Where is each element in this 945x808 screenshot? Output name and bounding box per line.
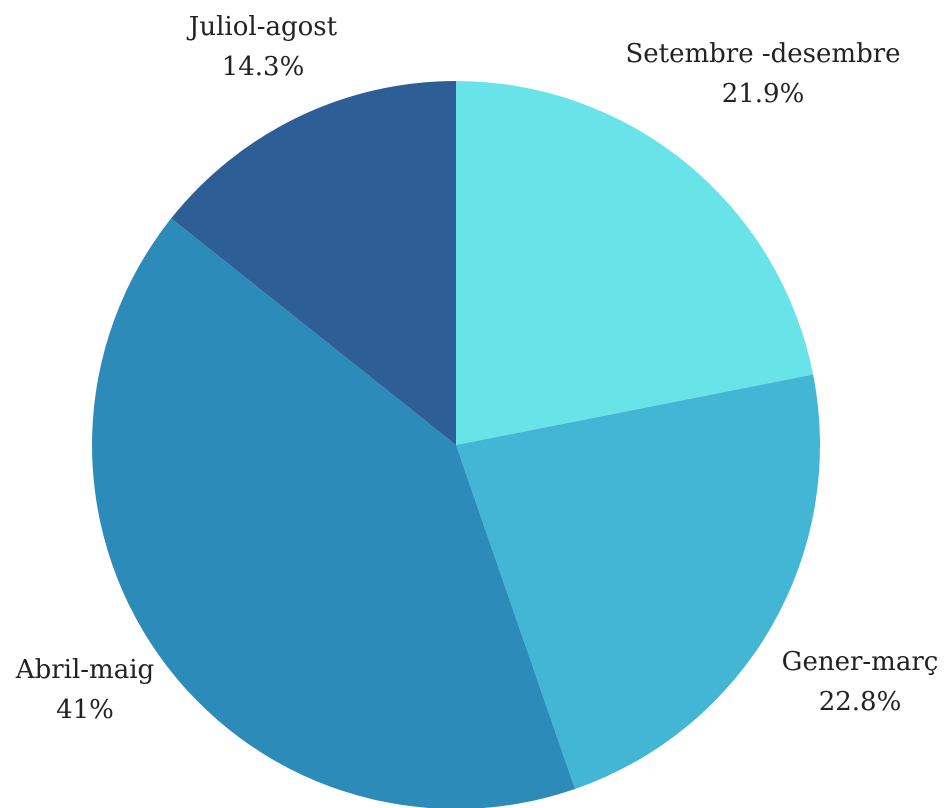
slice-label: Abril-maig — [15, 655, 154, 685]
pie-slices — [92, 81, 821, 808]
slice-label: Gener-març — [782, 647, 939, 677]
slice-percent-label: 41% — [56, 695, 114, 725]
pie-slice-abril-maig — [92, 218, 575, 808]
slice-percent-label: 22.8% — [819, 687, 902, 717]
pie-slice-setembre-desembre — [456, 81, 814, 445]
slice-label: Juliol-agost — [186, 12, 338, 42]
slice-percent-label: 21.9% — [722, 79, 805, 109]
slice-percent-label: 14.3% — [222, 52, 305, 82]
pie-slice-gener-mar — [456, 374, 821, 789]
slice-label: Setembre -desembre — [625, 39, 900, 69]
pie-slice-juliol-agost — [171, 81, 456, 445]
pie-labels: Setembre -desembre 21.9% Gener-març 22.8% Ab… — [15, 12, 939, 725]
